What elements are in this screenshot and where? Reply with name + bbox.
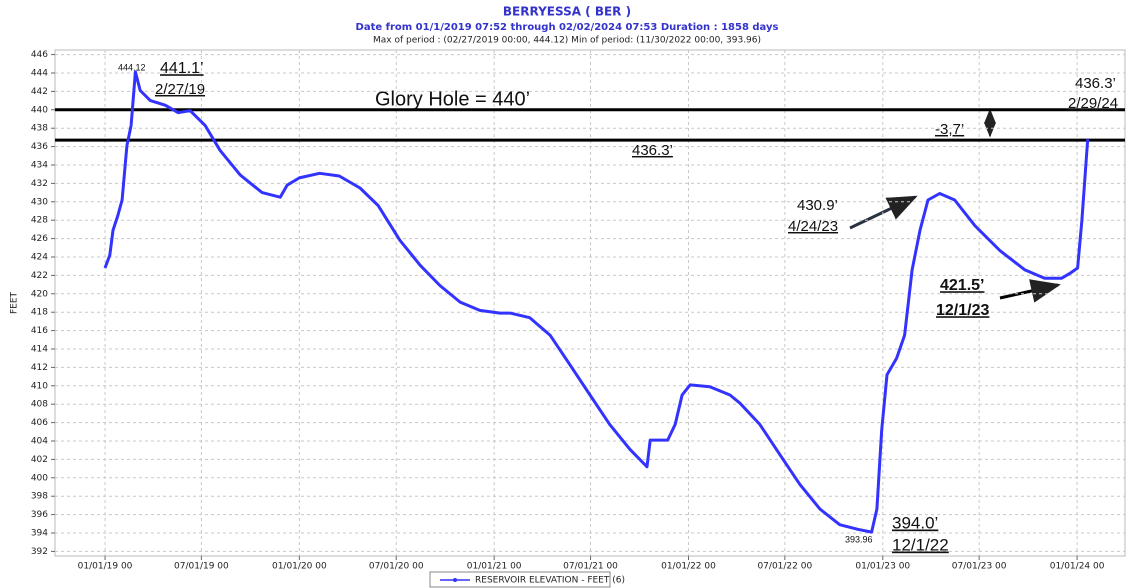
annotation: 441.1’ [160, 60, 204, 77]
period-note: Max of period : (02/27/2019 00:00, 444.1… [373, 36, 761, 46]
y-tick-label: 442 [31, 87, 48, 97]
annotation: 436.3’ [632, 142, 673, 159]
annotation: Glory Hole = 440’ [375, 88, 530, 110]
y-tick-label: 438 [31, 124, 48, 134]
y-tick-label: 428 [31, 216, 48, 226]
annotation: 421.5’ [940, 277, 984, 294]
y-tick-label: 420 [31, 289, 48, 299]
y-tick-label: 406 [31, 418, 48, 428]
y-tick-label: 414 [31, 345, 48, 355]
y-tick-label: 422 [31, 271, 48, 281]
x-tick-label: 01/01/19 00 [78, 562, 133, 572]
y-tick-label: 426 [31, 234, 48, 244]
chart-title: BERRYESSA ( BER ) [503, 5, 631, 19]
y-tick-label: 440 [31, 105, 48, 115]
y-tick-label: 412 [31, 363, 48, 373]
x-tick-label: 01/01/21 00 [467, 562, 522, 572]
y-tick-label: 416 [31, 326, 48, 336]
legend [429, 571, 611, 588]
y-tick-label: 444 [31, 69, 48, 79]
x-tick-label: 01/01/20 00 [272, 562, 327, 572]
y-tick-label: 394 [31, 529, 48, 539]
annotation: 2/29/24 [1068, 95, 1118, 112]
annotation: 2/27/19 [155, 81, 205, 98]
y-axis-label: FEET [10, 291, 20, 314]
y-tick-label: 430 [31, 197, 48, 207]
annotation: 444.12 [118, 62, 146, 72]
x-tick-label: 01/01/23 00 [855, 562, 910, 572]
legend-label: RESERVOIR ELEVATION - FEET (6) [475, 576, 625, 586]
y-tick-label: 410 [31, 381, 48, 391]
y-tick-label: 408 [31, 400, 48, 410]
y-tick-label: 400 [31, 473, 48, 483]
data-line [103, 70, 1090, 534]
annotation: 393.96 [845, 534, 873, 544]
x-tick-label: 01/01/22 00 [661, 562, 716, 572]
y-tick-label: 446 [31, 50, 48, 60]
y-tick-label: 398 [31, 492, 48, 502]
x-tick-label: 07/01/19 00 [174, 562, 229, 572]
chart-subtitle: Date from 01/1/2019 07:52 through 02/02/… [356, 22, 779, 33]
annotation: 394.0’ [892, 513, 938, 532]
y-tick-label: 396 [31, 510, 48, 520]
annotation: 436.3’ [1075, 75, 1116, 92]
x-tick-label: 07/01/23 00 [952, 562, 1007, 572]
x-tick-label: 07/01/20 00 [369, 562, 424, 572]
annotation: 4/24/23 [788, 218, 838, 235]
y-tick-label: 434 [31, 161, 48, 171]
legend-marker [453, 578, 457, 582]
y-tick-label: 404 [31, 437, 48, 447]
annotation: -3,7’ [935, 121, 964, 138]
y-tick-label: 392 [31, 547, 48, 557]
annotation: 430.9’ [797, 197, 838, 214]
x-tick-label: 07/01/21 00 [563, 562, 618, 572]
y-tick-label: 402 [31, 455, 48, 465]
x-tick-label: 07/01/22 00 [757, 562, 812, 572]
x-tick-label: 01/01/24 00 [1050, 562, 1105, 572]
annotation: 12/1/22 [892, 535, 949, 554]
annotation: 12/1/23 [936, 302, 989, 319]
plot-area [54, 49, 1126, 557]
y-tick-label: 424 [31, 253, 48, 263]
y-tick-label: 432 [31, 179, 48, 189]
y-tick-label: 418 [31, 308, 48, 318]
arrow [999, 279, 1061, 303]
y-tick-label: 436 [31, 142, 48, 152]
